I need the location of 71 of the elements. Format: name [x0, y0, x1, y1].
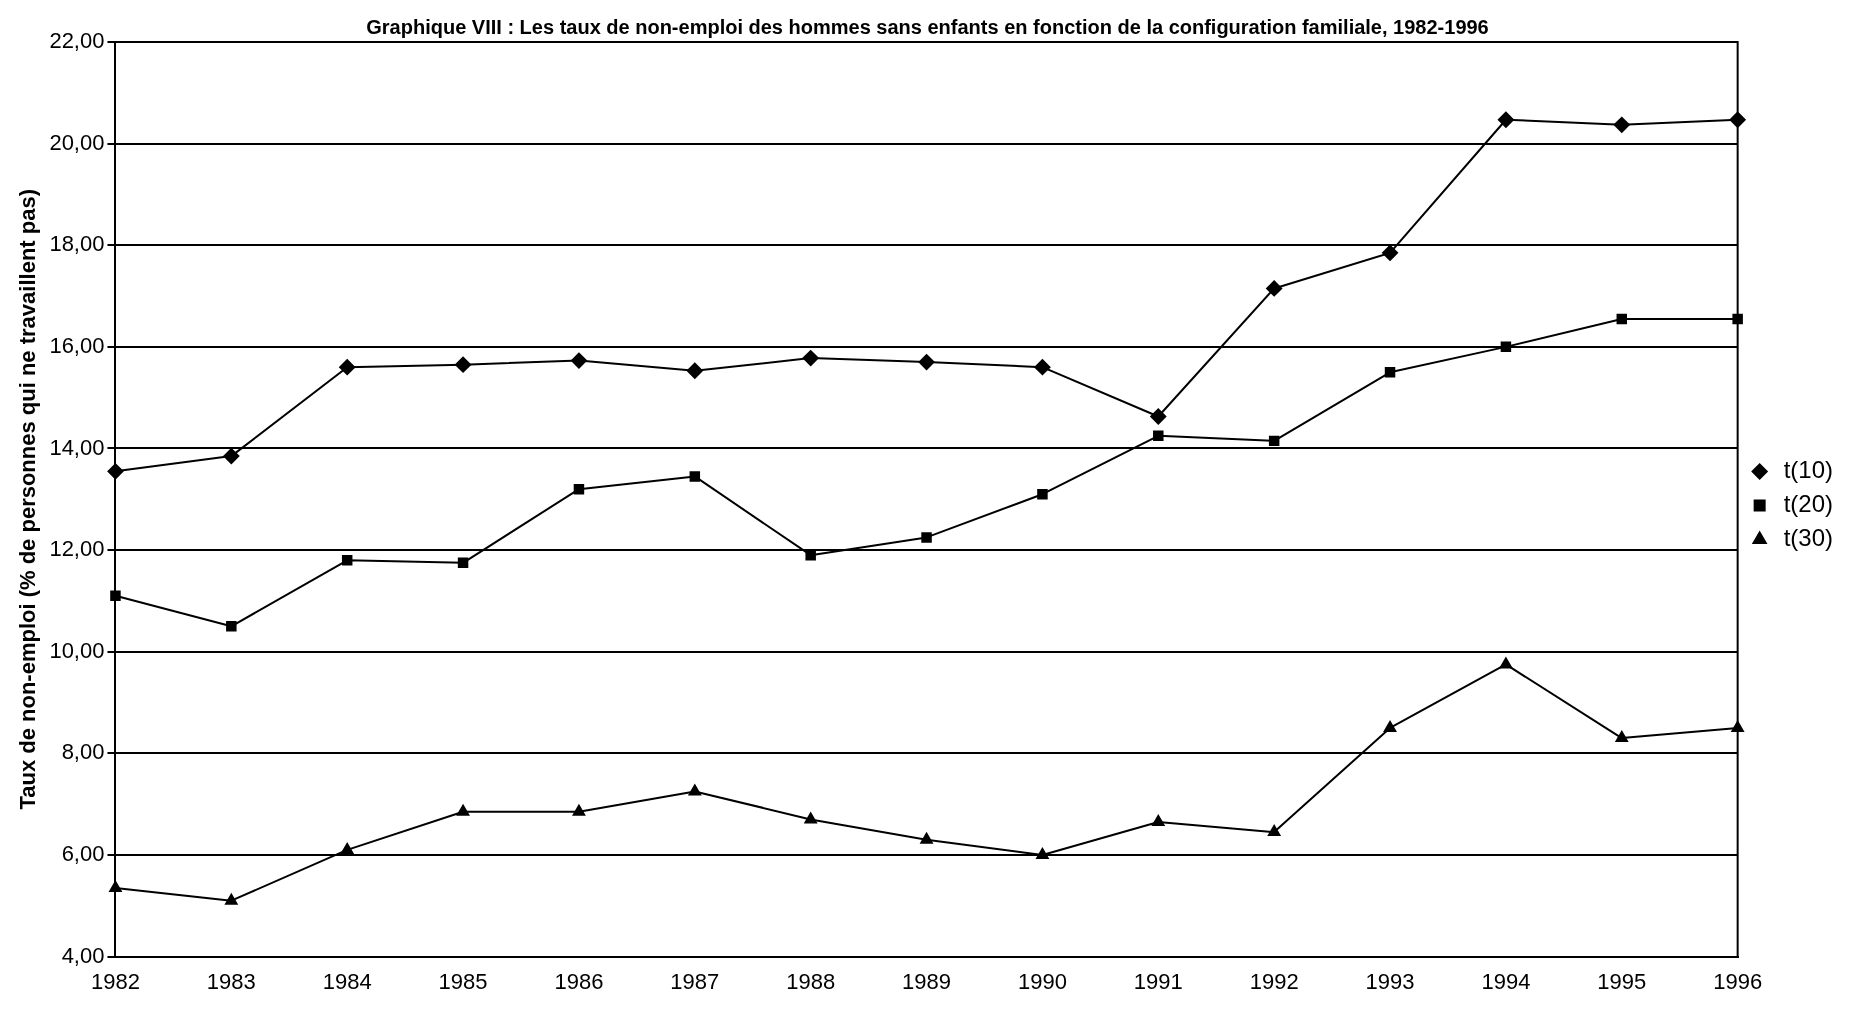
x-tick-label: 1987 [670, 968, 720, 994]
point [918, 354, 935, 371]
legend-label: t(20) [1783, 490, 1834, 518]
point [1150, 408, 1167, 425]
x-tick-label: 1989 [902, 968, 952, 994]
point [920, 832, 933, 844]
point [686, 362, 703, 379]
point [223, 448, 240, 465]
y-tick-label: 4,00 [61, 942, 105, 968]
legend-label: t(30) [1783, 524, 1834, 552]
x-tick-label: 1984 [322, 968, 372, 994]
x-tick-label: 1993 [1365, 968, 1415, 994]
point [225, 893, 238, 905]
point [921, 532, 932, 543]
point [339, 359, 356, 376]
x-tick-label: 1991 [1133, 968, 1183, 994]
point [1268, 435, 1280, 447]
point [1613, 116, 1630, 133]
x-tick-label: 1982 [90, 968, 140, 994]
y-tick-label: 22,00 [49, 28, 105, 54]
x-tick-label: 1992 [1249, 968, 1299, 994]
point [1267, 825, 1281, 837]
x-tick-label: 1985 [438, 968, 488, 994]
point [457, 557, 469, 569]
x-tick-label: 1983 [206, 968, 256, 994]
x-tick-label: 1986 [554, 968, 604, 994]
point [1034, 359, 1051, 376]
point [455, 356, 472, 373]
point [341, 842, 354, 854]
point [689, 471, 701, 482]
point [1036, 847, 1049, 859]
point [341, 555, 353, 566]
point [107, 463, 124, 480]
point [570, 352, 587, 369]
y-tick-label: 18,00 [49, 231, 105, 257]
x-tick-label: 1996 [1713, 968, 1763, 994]
point [1497, 111, 1514, 128]
point [1383, 720, 1397, 732]
y-tick-label: 8,00 [61, 739, 105, 765]
y-tick-label: 10,00 [49, 637, 105, 663]
point [110, 590, 121, 602]
y-tick-label: 12,00 [49, 536, 105, 562]
point [688, 784, 702, 796]
y-tick-label: 14,00 [49, 434, 105, 460]
x-tick-label: 1988 [786, 968, 836, 994]
point [572, 804, 586, 816]
point [1037, 488, 1048, 500]
legend-label: t(10) [1783, 456, 1834, 484]
point [226, 621, 237, 632]
point [1500, 341, 1512, 353]
point [1382, 244, 1399, 261]
y-axis-title: Taux de non-emploi (% de personnes qui ne travaillent pas) [15, 189, 41, 810]
point [804, 812, 817, 824]
x-tick-label: 1990 [1017, 968, 1067, 994]
x-tick-label: 1995 [1597, 968, 1647, 994]
chart-title: Graphique VIII : Les taux de non-emploi des hommes sans enfants en fonction de la configuration familiale, 1982-1996 [366, 15, 1489, 38]
point [1384, 367, 1396, 378]
point [1616, 313, 1628, 325]
y-tick-label: 6,00 [61, 841, 105, 867]
point [802, 350, 819, 367]
point [1153, 430, 1164, 442]
point [109, 881, 122, 893]
point [1266, 280, 1283, 297]
point [456, 804, 470, 816]
point [573, 483, 585, 495]
y-tick-label: 16,00 [49, 332, 105, 358]
y-tick-label: 20,00 [49, 129, 105, 155]
point [1615, 731, 1628, 743]
point [1152, 814, 1165, 826]
x-tick-label: 1994 [1481, 968, 1531, 994]
point [1499, 657, 1513, 669]
